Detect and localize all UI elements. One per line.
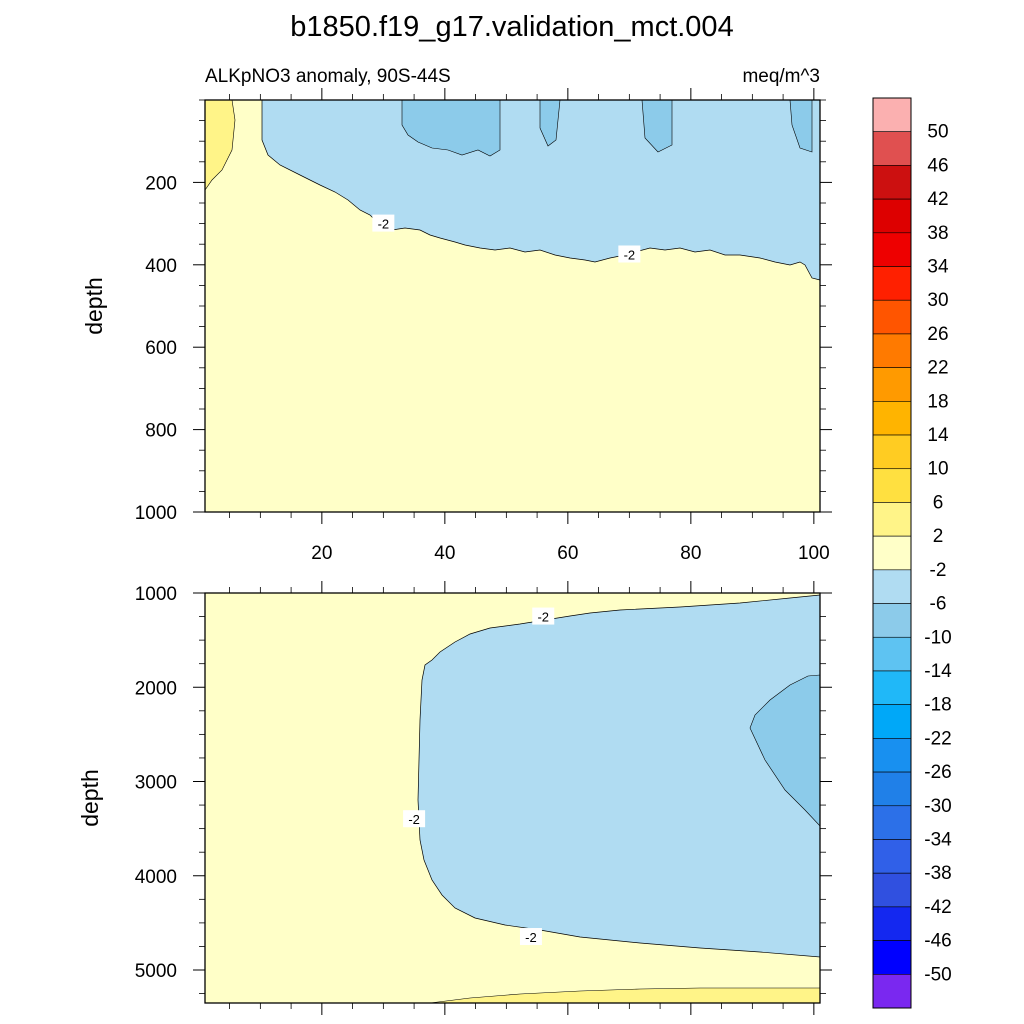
colorbar-swatch [872, 906, 912, 941]
colorbar-swatch [872, 940, 912, 975]
upper-blue-region [261, 99, 821, 281]
x-tick-label: 80 [680, 543, 701, 564]
lower-contour-labels: -2 -2 -2 [403, 607, 555, 946]
y-tick-label: 5000 [135, 961, 177, 982]
colorbar-label: -18 [924, 695, 951, 716]
contour-label: -2 [537, 610, 549, 625]
y-tick-label: 1000 [135, 584, 177, 605]
colorbar-label: 6 [933, 492, 944, 513]
colorbar-label: 30 [927, 290, 948, 311]
colorbar-label: 14 [927, 425, 949, 446]
colorbar-swatch [872, 569, 912, 604]
colorbar-frame [872, 97, 912, 1009]
y-tick-label: 200 [145, 173, 177, 194]
colorbar-swatch [872, 973, 912, 1009]
colorbar-swatch [872, 805, 912, 840]
contour-label-background [403, 810, 426, 828]
contour-label-background [372, 214, 395, 232]
contour-label: -2 [624, 248, 636, 263]
colorbar-label: 2 [933, 526, 944, 547]
colorbar-swatch [872, 401, 912, 436]
lower-ylabel: depth [77, 769, 103, 827]
colorbar-label: -26 [924, 762, 951, 783]
upper-ylabel: depth [81, 277, 107, 335]
colorbar-label: 46 [927, 155, 948, 176]
colorbar-swatch [872, 603, 912, 638]
colorbar-swatch [872, 299, 912, 335]
colorbar-label: -46 [924, 931, 951, 952]
lower-blue-region [417, 594, 821, 958]
colorbar-label: 42 [927, 189, 948, 210]
upper-yellow-patch [204, 99, 236, 191]
colorbar-label: -22 [924, 728, 951, 749]
y-tick-label: 4000 [135, 867, 177, 888]
x-tick-label: 60 [557, 543, 578, 564]
colorbar-swatch [872, 367, 912, 402]
upper-panel: -2 -2 20 40 60 80 100 200 400 600 800 1000 depth [81, 88, 832, 564]
lower-ticks: 1000 2000 3000 4000 5000 [135, 581, 832, 1015]
lower-mid-blue-patch [749, 674, 821, 827]
colorbar-swatch [872, 872, 912, 908]
colorbar-label: -10 [924, 627, 951, 648]
colorbar-swatch [872, 502, 912, 537]
colorbar-label: 18 [927, 391, 948, 412]
colorbar-label: -50 [924, 964, 951, 985]
x-tick-label: 20 [311, 543, 332, 564]
colorbar-label: -2 [930, 560, 947, 581]
colorbar-swatch [872, 636, 912, 672]
y-tick-label: 1000 [135, 503, 177, 524]
colorbar-swatch [872, 266, 912, 301]
colorbar-label: 34 [927, 257, 949, 278]
lower-panel: -2 -2 -2 1000 2000 3000 4000 5000 depth [77, 581, 832, 1015]
y-tick-label: 800 [145, 421, 177, 442]
colorbar-swatch [872, 468, 912, 503]
colorbar-swatch [872, 535, 912, 571]
upper-contour-labels: -2 -2 [372, 214, 641, 263]
lower-plot-frame [204, 592, 821, 1004]
contour-label-background [618, 245, 641, 263]
left-string: ALKpNO3 anomaly, 90S-44S [205, 66, 451, 87]
colorbar-label: -34 [924, 829, 952, 850]
colorbar-swatch [872, 839, 912, 874]
colorbar-swatch [872, 333, 912, 368]
colorbar-swatch [872, 738, 912, 773]
colorbar-swatch [872, 704, 912, 739]
colorbar-label: -30 [924, 796, 951, 817]
contour-label: -2 [378, 217, 390, 232]
units-string: meq/m^3 [742, 66, 820, 87]
y-tick-label: 400 [145, 256, 177, 277]
upper-ticks: 20 40 60 80 100 200 400 600 800 1000 [135, 88, 832, 564]
colorbar-label: 50 [927, 122, 948, 143]
y-tick-label: 3000 [135, 773, 177, 794]
colorbar-swatch [872, 198, 912, 234]
contour-label-background [532, 607, 555, 625]
colorbar-swatch [872, 97, 912, 133]
x-tick-label: 100 [798, 543, 830, 564]
colorbar-label: -14 [924, 661, 952, 682]
colorbar-label: -42 [924, 897, 951, 918]
y-tick-label: 600 [145, 338, 177, 359]
chart-title: b1850.f19_g17.validation_mct.004 [290, 11, 733, 43]
colorbar-swatch [872, 771, 912, 807]
colorbar-label: 38 [927, 223, 948, 244]
colorbar-swatch [872, 232, 912, 267]
y-tick-label: 2000 [135, 678, 177, 699]
colorbar-label: -6 [930, 594, 947, 615]
colorbar-swatch [872, 670, 912, 705]
contour-label: -2 [525, 930, 537, 945]
colorbar-swatch [872, 434, 912, 470]
colorbar-label: -38 [924, 863, 951, 884]
colorbar-label: 26 [927, 324, 948, 345]
x-tick-label: 40 [434, 543, 455, 564]
upper-mid-blue-patch-1 [401, 99, 501, 157]
colorbar-label: 22 [927, 358, 948, 379]
colorbar: 50 46 42 38 34 30 26 22 18 14 10 6 2 -2 -6 -10 -14 -18 -22… [872, 97, 952, 1009]
colorbar-label: 10 [927, 459, 948, 480]
colorbar-swatch [872, 165, 912, 200]
contour-label: -2 [408, 812, 420, 827]
contour-label-background [519, 928, 542, 946]
colorbar-swatch [872, 131, 912, 166]
